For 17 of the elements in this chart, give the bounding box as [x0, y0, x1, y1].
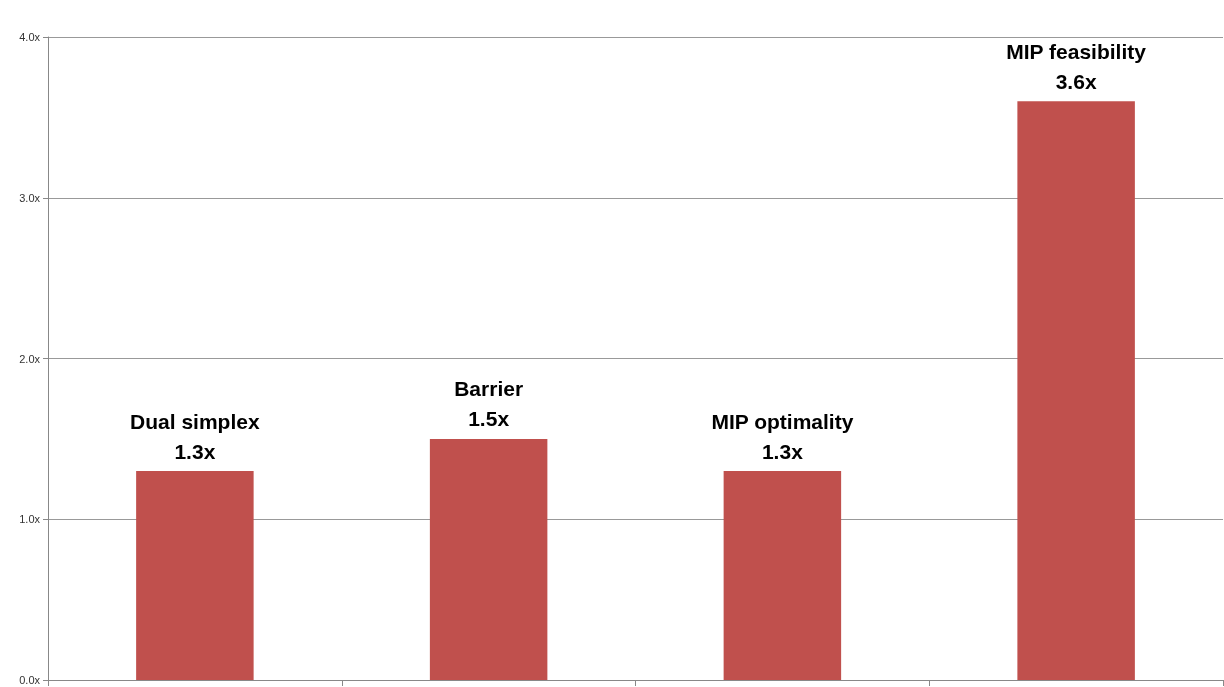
data-label: 1.5x: [468, 407, 510, 431]
x-tick-label: MIP optimality: [711, 409, 854, 433]
x-tick-label: Dual simplex: [130, 409, 260, 433]
bar: [429, 438, 548, 680]
y-tick-label: 4.0x: [19, 31, 41, 43]
x-tick-label: Barrier: [454, 377, 524, 401]
data-label: 1.3x: [174, 439, 216, 463]
bar: [136, 471, 254, 680]
bar: [1017, 101, 1135, 680]
x-tick-label: MIP feasibility: [1006, 39, 1147, 63]
bar: [723, 471, 842, 680]
y-tick-label: 2.0x: [19, 352, 41, 365]
y-tick-label: 0.0x: [19, 674, 41, 686]
y-tick-label: 1.0x: [19, 513, 41, 526]
y-tick-label: 3.0x: [19, 191, 41, 204]
data-label: 3.6x: [1055, 69, 1097, 93]
data-label: 1.3x: [761, 439, 804, 463]
